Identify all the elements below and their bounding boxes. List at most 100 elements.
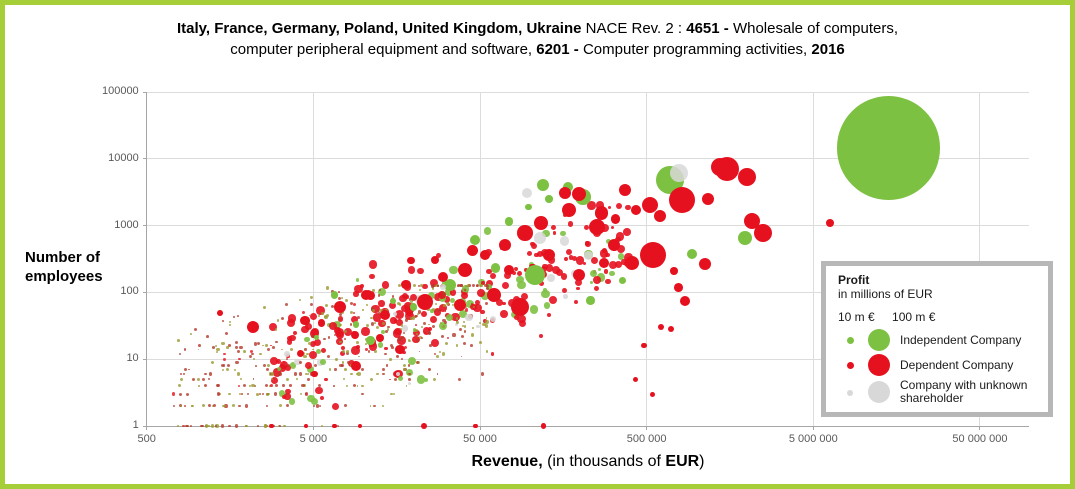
bubble bbox=[392, 329, 401, 338]
bubble bbox=[617, 245, 626, 254]
x-tick-mark bbox=[979, 426, 981, 430]
bubble bbox=[609, 270, 615, 276]
bubble bbox=[667, 326, 675, 333]
bubble bbox=[485, 320, 489, 324]
bubble bbox=[589, 280, 593, 284]
bubble bbox=[262, 344, 265, 347]
bubble bbox=[553, 231, 557, 235]
gridline-horizontal bbox=[146, 158, 1029, 160]
bubble bbox=[333, 333, 337, 337]
bubble bbox=[222, 357, 226, 361]
bubble bbox=[376, 325, 380, 329]
bubble bbox=[738, 168, 757, 187]
bubble bbox=[702, 192, 715, 206]
bubble bbox=[273, 392, 278, 396]
bubble bbox=[287, 364, 291, 368]
bubble bbox=[235, 360, 239, 364]
bubble bbox=[216, 347, 220, 352]
bubble bbox=[333, 384, 335, 387]
bubble bbox=[207, 424, 210, 428]
bubble bbox=[234, 368, 237, 371]
bubble bbox=[477, 289, 485, 297]
bubble bbox=[279, 364, 287, 372]
bubble bbox=[259, 352, 262, 356]
y-tick-label: 100000 bbox=[101, 85, 139, 97]
bubble bbox=[593, 285, 599, 291]
bubble bbox=[216, 310, 223, 316]
bubble bbox=[285, 388, 291, 395]
bubble bbox=[309, 312, 317, 320]
bubble bbox=[414, 328, 418, 333]
bubble bbox=[657, 324, 665, 331]
bubble bbox=[310, 329, 319, 338]
bubble bbox=[356, 384, 359, 387]
bubble bbox=[687, 249, 698, 259]
title-segment: computer peripheral equipment and softwa… bbox=[230, 41, 537, 58]
bubble bbox=[486, 287, 490, 291]
bubble bbox=[484, 284, 488, 288]
bubble bbox=[436, 308, 440, 313]
bubble bbox=[269, 344, 272, 347]
bubble bbox=[270, 376, 279, 385]
bubble bbox=[333, 320, 342, 330]
bubble bbox=[501, 281, 509, 289]
bubble bbox=[340, 364, 344, 368]
bubble bbox=[288, 398, 296, 406]
bubble bbox=[353, 291, 359, 297]
bubble bbox=[571, 255, 578, 262]
bubble bbox=[524, 264, 546, 286]
bubble bbox=[433, 309, 436, 312]
bubble bbox=[594, 205, 609, 220]
bubble bbox=[465, 313, 474, 322]
bubble bbox=[368, 260, 378, 270]
bubble bbox=[754, 223, 773, 242]
bubble bbox=[276, 319, 280, 322]
x-tick-mark bbox=[646, 426, 648, 430]
bubble bbox=[420, 284, 424, 288]
bubble bbox=[429, 278, 438, 287]
bubble bbox=[642, 197, 659, 214]
bubble bbox=[401, 325, 409, 332]
gridline-vertical bbox=[312, 92, 314, 426]
bubble bbox=[190, 404, 194, 408]
bubble bbox=[356, 373, 358, 375]
bubble bbox=[403, 345, 408, 350]
bubble bbox=[228, 392, 231, 396]
bubble bbox=[405, 368, 414, 377]
bubble bbox=[285, 357, 289, 361]
bubble bbox=[360, 367, 365, 372]
bubble bbox=[183, 404, 186, 407]
bubble bbox=[190, 332, 192, 335]
bubble bbox=[237, 315, 239, 317]
bubble bbox=[268, 384, 271, 387]
bubble bbox=[410, 294, 418, 302]
bubble bbox=[221, 424, 225, 428]
bubble bbox=[439, 350, 442, 353]
bubble bbox=[640, 241, 667, 268]
bubble bbox=[221, 319, 224, 322]
bubble bbox=[471, 327, 474, 330]
x-tick-mark bbox=[812, 426, 814, 430]
bubble bbox=[404, 302, 412, 310]
bubble bbox=[226, 346, 229, 349]
bubble bbox=[254, 364, 257, 367]
bubble bbox=[384, 330, 388, 333]
bubble bbox=[451, 303, 455, 307]
bubble bbox=[559, 186, 572, 199]
bubble bbox=[424, 378, 429, 383]
bubble bbox=[511, 298, 530, 317]
bubble bbox=[415, 314, 418, 318]
bubble bbox=[370, 322, 375, 326]
bubble bbox=[356, 340, 360, 344]
bubble bbox=[487, 288, 502, 303]
bubble bbox=[357, 355, 360, 358]
bubble bbox=[270, 372, 275, 376]
bubble bbox=[436, 252, 442, 258]
bubble bbox=[541, 289, 550, 299]
bubble bbox=[621, 259, 627, 265]
bubble bbox=[449, 289, 456, 296]
bubble bbox=[583, 261, 587, 266]
bubble bbox=[670, 267, 678, 275]
bubble bbox=[319, 395, 324, 401]
bubble bbox=[589, 219, 606, 236]
